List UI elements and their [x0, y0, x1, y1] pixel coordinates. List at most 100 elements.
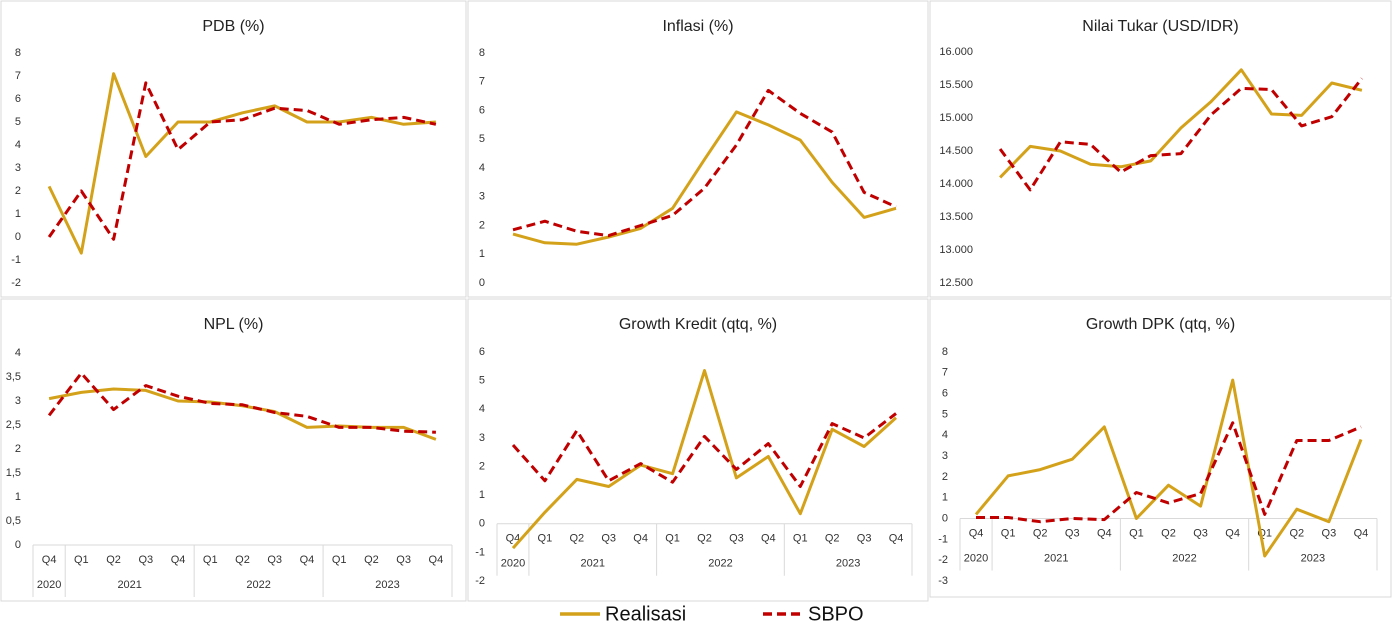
group-label: 2023 [1301, 552, 1325, 564]
x-tick-label: Q1 [1129, 527, 1144, 539]
y-tick-label: 6 [942, 388, 948, 400]
series-line [511, 369, 898, 550]
x-tick-label: Q3 [396, 554, 411, 566]
y-tick-label: -3 [938, 575, 948, 587]
y-tick-label: 4 [15, 347, 21, 359]
group-label: 2022 [708, 558, 732, 570]
y-tick-label: 5 [942, 408, 948, 420]
x-tick-label: Q2 [569, 533, 584, 545]
y-tick-label: 0 [15, 231, 21, 243]
y-tick-label: 2 [15, 185, 21, 197]
x-tick-label: Q4 [761, 533, 776, 545]
x-tick-label: Q1 [74, 554, 89, 566]
x-tick-label: Q4 [633, 533, 648, 545]
x-tick-label: Q2 [1033, 527, 1048, 539]
y-tick-label: 4 [942, 429, 948, 441]
y-tick-label: 4 [479, 403, 485, 415]
y-tick-label: 3 [15, 162, 21, 174]
group-label: 2020 [37, 579, 61, 591]
y-tick-label: 2 [479, 460, 485, 472]
y-tick-label: 2,5 [6, 419, 21, 431]
y-tick-label: 5 [479, 133, 485, 145]
legend-label: Realisasi [605, 603, 686, 625]
y-tick-label: 2 [479, 219, 485, 231]
y-tick-label: 3 [479, 191, 485, 203]
y-tick-label: -1 [11, 254, 21, 266]
x-tick-label: Q1 [1001, 527, 1016, 539]
y-tick-label: 4 [15, 139, 21, 151]
x-tick-label: Q3 [1065, 527, 1080, 539]
y-tick-label: 1 [479, 489, 485, 501]
x-tick-label: Q2 [1161, 527, 1176, 539]
y-tick-label: 8 [479, 47, 485, 59]
y-tick-label: 15.000 [939, 112, 973, 124]
series-line [512, 110, 897, 246]
y-tick-label: 0 [15, 539, 21, 551]
group-label: 2022 [1172, 552, 1196, 564]
y-tick-label: -1 [938, 533, 948, 545]
panel-border [0, 298, 467, 602]
group-label: 2022 [246, 579, 270, 591]
x-tick-label: Q4 [889, 533, 904, 545]
series-line [512, 88, 897, 238]
chart-title: Growth Kredit (qtq, %) [619, 316, 777, 333]
y-tick-label: 4 [479, 162, 485, 174]
series-line [976, 421, 1362, 524]
y-tick-label: 3,5 [6, 371, 21, 383]
group-label: 2023 [836, 558, 860, 570]
y-tick-label: 12.500 [939, 277, 973, 289]
y-tick-label: 0 [942, 512, 948, 524]
y-tick-label: 13.000 [939, 244, 973, 256]
y-tick-label: 1 [942, 492, 948, 504]
y-tick-label: 1 [15, 208, 21, 220]
y-tick-label: 7 [15, 70, 21, 82]
y-tick-label: 8 [15, 47, 21, 59]
x-tick-label: Q2 [106, 554, 121, 566]
y-tick-label: 14.500 [939, 145, 973, 157]
y-tick-label: 0 [479, 277, 485, 289]
group-label: 2021 [581, 558, 605, 570]
x-tick-label: Q1 [793, 533, 808, 545]
y-tick-label: -2 [475, 575, 485, 587]
y-tick-label: 2 [942, 471, 948, 483]
y-tick-label: 6 [15, 93, 21, 105]
group-label: 2020 [501, 558, 525, 570]
y-tick-label: 3 [942, 450, 948, 462]
y-tick-label: -2 [938, 554, 948, 566]
x-tick-label: Q1 [665, 533, 680, 545]
x-tick-label: Q3 [729, 533, 744, 545]
x-tick-label: Q4 [429, 554, 444, 566]
y-tick-label: 2 [15, 443, 21, 455]
series-line [47, 371, 436, 434]
series-line [48, 387, 437, 441]
y-tick-label: 6 [479, 104, 485, 116]
panel-border [467, 0, 929, 298]
y-tick-label: 3 [15, 395, 21, 407]
y-tick-label: 8 [942, 346, 948, 358]
y-tick-label: 7 [942, 367, 948, 379]
x-tick-label: Q3 [138, 554, 153, 566]
y-tick-label: 3 [479, 432, 485, 444]
x-tick-label: Q3 [601, 533, 616, 545]
x-tick-label: Q4 [969, 527, 984, 539]
y-tick-label: 5 [15, 116, 21, 128]
chart-title: NPL (%) [204, 316, 264, 333]
y-tick-label: 15.500 [939, 79, 973, 91]
y-tick-label: 0,5 [6, 515, 21, 527]
y-tick-label: 1,5 [6, 467, 21, 479]
chart-title: Nilai Tukar (USD/IDR) [1082, 18, 1238, 35]
x-tick-label: Q3 [1193, 527, 1208, 539]
y-tick-label: 0 [479, 518, 485, 530]
group-label: 2020 [964, 552, 988, 564]
x-tick-label: Q4 [42, 554, 57, 566]
series-line [47, 72, 437, 255]
panel-border [0, 0, 467, 298]
y-tick-label: -1 [475, 546, 485, 558]
chart-title: Inflasi (%) [662, 18, 733, 35]
y-tick-label: 6 [479, 346, 485, 358]
y-tick-label: 16.000 [939, 46, 973, 58]
panel-border [929, 0, 1392, 298]
chart-title: Growth DPK (qtq, %) [1086, 316, 1235, 333]
x-tick-label: Q2 [825, 533, 840, 545]
